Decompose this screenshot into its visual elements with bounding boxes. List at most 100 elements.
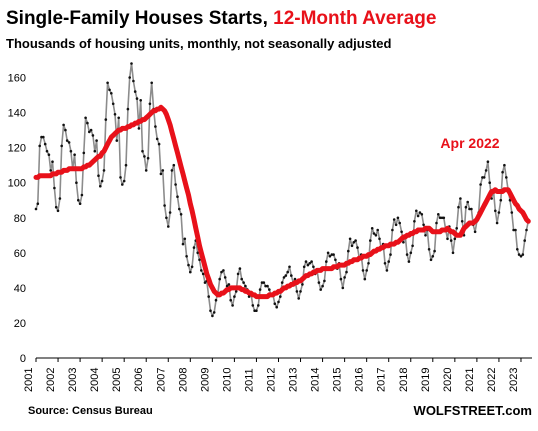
data-point-monthly [429,258,433,262]
x-tick-label: 2018 [398,368,410,392]
data-point-monthly [310,260,313,263]
y-tick-label: 80 [14,213,26,225]
x-tick-label: 2019 [420,368,432,392]
data-point-monthly [459,197,462,200]
data-point-monthly [192,246,196,249]
data-point-monthly [473,230,477,234]
data-point-monthly [488,181,492,184]
data-point-monthly [115,139,119,142]
data-point-monthly [159,172,163,176]
data-point-monthly [326,251,330,255]
data-point-monthly [150,81,153,85]
data-point-monthly [69,149,73,153]
data-point-monthly [238,267,242,270]
data-point-monthly [80,193,84,197]
data-point-monthly [512,228,515,232]
data-point-monthly [176,195,179,198]
data-point-monthly [126,107,130,111]
data-point-monthly [312,265,315,269]
data-point-monthly [280,281,284,284]
data-point-monthly [42,135,45,139]
data-point-monthly [370,227,374,230]
x-axis: 2001 2002 2003 2004 2005 2006 2007 2008 2009 2010… [23,357,532,392]
data-point-monthly [354,239,357,242]
x-tick-label: 2001 [23,368,35,392]
data-point-monthly [334,258,337,262]
data-point-monthly [348,237,352,241]
data-point-monthly [40,135,43,139]
x-tick-label: 2002 [45,368,57,392]
y-tick-label: 160 [8,73,26,85]
data-point-monthly [449,239,453,242]
x-tick-label: 2023 [508,368,520,392]
data-point-monthly [308,262,312,265]
data-point-monthly [148,102,152,106]
data-point-monthly [418,211,422,214]
data-point-monthly [132,79,135,83]
data-point-monthly [365,269,369,272]
data-point-monthly [446,237,449,241]
data-point-monthly [53,186,56,190]
data-point-monthly [128,76,131,79]
data-point-monthly [437,213,440,216]
data-point-monthly [343,276,346,279]
data-point-monthly [133,90,137,93]
data-point-monthly [45,149,49,153]
data-point-monthly [122,179,126,183]
data-point-monthly [517,253,521,256]
data-point-monthly [172,163,176,167]
data-point-monthly [234,290,238,293]
data-point-monthly [482,176,486,179]
data-point-monthly [372,232,376,235]
data-point-monthly [141,149,144,153]
data-point-monthly [495,221,499,225]
data-point-monthly [455,227,459,230]
data-point-monthly [440,216,444,220]
data-point-monthly [279,295,282,298]
data-point-monthly [464,205,468,209]
data-point-monthly [514,228,517,232]
x-tick-label: 2003 [67,368,79,392]
data-point-monthly [84,116,87,120]
x-tick-label: 2022 [486,368,498,392]
data-point-monthly [319,288,323,291]
data-point-monthly [231,304,234,307]
data-point-monthly [453,237,457,241]
data-point-monthly [501,170,504,174]
data-point-monthly [273,302,277,306]
data-point-monthly [416,214,420,218]
series-line-monthly [35,62,530,317]
data-point-monthly [157,142,161,146]
data-point-monthly [383,262,387,265]
brand-label: WOLFSTREET.com [414,403,532,418]
data-point-monthly [155,137,159,141]
data-point-monthly [170,169,174,172]
data-point-monthly [266,284,269,288]
data-point-monthly [190,265,194,269]
data-point-monthly [121,183,124,186]
y-tick-label: 40 [14,283,26,295]
data-point-monthly [130,62,133,65]
data-point-monthly [110,92,113,95]
data-point-monthly [200,269,203,272]
data-point-monthly [503,163,506,167]
data-point-monthly [302,265,306,269]
data-point-monthly [367,262,370,265]
data-point-monthly [203,281,207,284]
data-point-monthly [67,141,71,144]
data-point-monthly [165,216,168,220]
data-point-monthly [56,209,60,213]
x-tick-label: 2012 [265,368,277,392]
data-point-monthly [255,309,258,313]
data-point-monthly [505,176,508,179]
x-tick-label: 2006 [133,368,145,392]
x-tick-label: 2016 [354,368,366,392]
data-point-monthly [479,183,482,186]
data-point-monthly [178,207,181,211]
data-point-monthly [411,244,414,248]
y-tick-label: 140 [8,108,26,120]
data-point-monthly [201,272,205,276]
data-point-monthly [229,298,232,302]
data-point-monthly [137,127,141,130]
data-point-monthly [460,220,464,223]
